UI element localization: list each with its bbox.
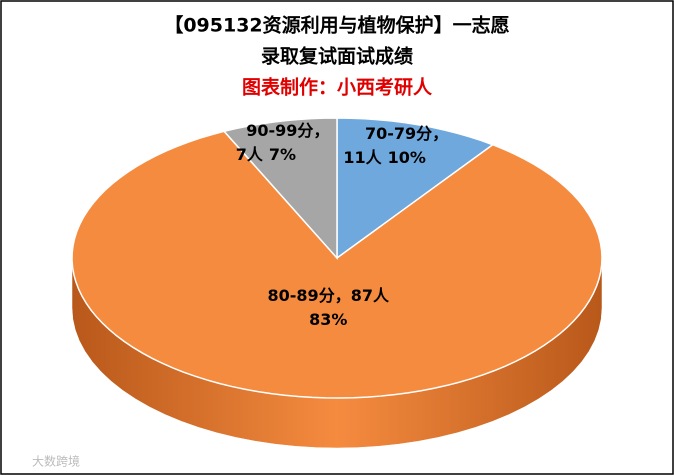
data-label-part: 83% [309,309,347,328]
data-label: 70-79分， 11人 10% [343,123,448,166]
data-label: 90-99分， 7人 7% [236,120,330,163]
slice [222,117,338,260]
data-label-part: ， [432,123,448,142]
data-label-part: 11人 [343,147,382,166]
data-label-part: 10% [388,147,426,166]
data-label-part: 7% [269,144,296,163]
data-label-part: ， [313,120,329,139]
data-label-part: 87人 [351,285,390,304]
chart-title: 【095132资源利用与植物保护】一志愿 [164,14,509,37]
data-label: 80-89分，87人 83% [268,285,390,328]
data-label-part: 70-79分 [365,123,432,142]
pie: 70-79分， 11人 10%80-89分，87人 83%90-99分， 7人 7% [71,117,603,449]
watermark: 大数跨境 [32,454,80,469]
chart-subtitle: 图表制作：小西考研人 [242,76,433,99]
data-label-part: ， [335,285,351,304]
chart-title-line2: 录取复试面试成绩 [261,45,413,68]
data-label-part: 7人 [236,144,264,163]
slice [71,130,603,399]
data-label-part: 90-99分 [246,120,313,139]
slice [336,117,495,260]
data-label-part: 80-89分 [268,285,335,304]
